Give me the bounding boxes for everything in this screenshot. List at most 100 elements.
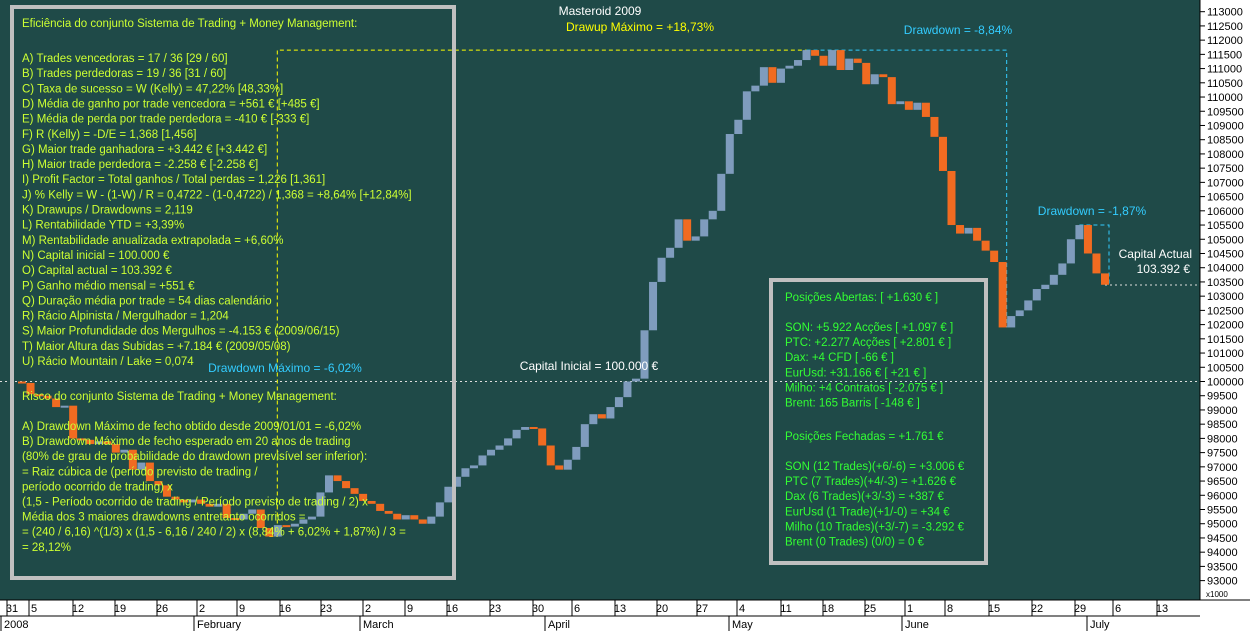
equity-candle	[563, 459, 572, 470]
y-tick-label: 102000	[1207, 320, 1244, 332]
risk-line: (1,5 - Período ocorrido de trading / Per…	[22, 497, 368, 509]
drawdown2-label: Drawdown = -1,87%	[1038, 204, 1147, 218]
y-tick-label: 97500	[1207, 448, 1238, 460]
efficiency-line: Q) Duração média por trade = 54 dias cal…	[22, 295, 272, 307]
equity-candle	[1092, 253, 1101, 274]
equity-candle	[990, 250, 999, 263]
efficiency-line: T) Maior Altura das Subidas = +7.184 € (…	[22, 341, 291, 353]
x-tick-label: 23	[320, 603, 332, 615]
equity-candle	[768, 67, 777, 83]
equity-candle	[572, 446, 581, 460]
equity-candle	[418, 519, 427, 524]
equity-candle	[299, 519, 308, 524]
equity-candle	[725, 134, 734, 174]
risk-line: = (240 / 6,16) ^(1/3) x (1,5 - 6,16 / 24…	[22, 527, 406, 539]
x-tick-label: 6	[574, 603, 580, 615]
equity-candle	[43, 395, 52, 399]
equity-candle	[819, 55, 828, 66]
y-tick-label: 104000	[1207, 263, 1244, 275]
efficiency-line: M) Rentabilidade anualizada extrapolada …	[22, 235, 284, 247]
y-tick-label: 113000	[1207, 7, 1243, 19]
equity-candle	[256, 509, 265, 528]
y-tick-label: 99000	[1207, 405, 1238, 417]
y-tick-label: 111500	[1207, 49, 1242, 61]
equity-candle	[938, 136, 947, 171]
y-scale-note: x1000	[1206, 590, 1228, 599]
efficiency-line: K) Drawups / Drawdowns = 2,119	[22, 205, 193, 217]
closed-position-line: Dax (6 Trades)(+3/-3) = +387 €	[785, 491, 944, 503]
y-tick-label: 94500	[1207, 533, 1238, 545]
y-tick-label: 101500	[1207, 334, 1244, 346]
equity-candle	[376, 503, 385, 511]
x-month-label: 2008	[4, 619, 28, 631]
x-month-label: March	[363, 619, 394, 631]
equity-candle	[128, 449, 137, 470]
x-month-label: April	[548, 619, 570, 631]
equity-candle	[776, 68, 785, 83]
open-positions-title: Posições Abertas: [ +1.630 € ]	[785, 292, 938, 304]
drawup-max-label: Drawup Máximo = +18,73%	[566, 20, 714, 34]
closed-position-line: Milho (10 Trades)(+3/-7) = -3.292 €	[785, 521, 965, 533]
equity-candle	[35, 394, 44, 397]
equity-candle	[171, 496, 180, 500]
x-tick-label: 31	[6, 603, 18, 615]
equity-candle	[265, 527, 274, 537]
equity-candle	[1075, 225, 1084, 240]
equity-candle	[401, 515, 410, 520]
equity-candle	[222, 503, 231, 519]
equity-candle	[691, 236, 700, 241]
equity-candle	[26, 382, 35, 395]
equity-candles	[18, 50, 1109, 537]
y-tick-label: 104500	[1207, 248, 1244, 260]
equity-candle	[845, 58, 854, 71]
y-tick-label: 106000	[1207, 206, 1244, 218]
equity-candle	[162, 485, 171, 497]
efficiency-panel-border	[10, 5, 456, 580]
equity-candle	[870, 74, 879, 85]
reference-lines	[0, 284, 1200, 382]
equity-candle	[103, 441, 112, 445]
x-month-label: February	[197, 619, 242, 631]
y-tick-label: 94000	[1207, 547, 1238, 559]
open-position-line: Brent: 165 Barris [ -148 € ]	[785, 398, 920, 410]
x-tick-label: 11	[780, 603, 791, 615]
equity-candle	[580, 424, 589, 447]
equity-candle	[742, 91, 751, 120]
y-tick-label: 100500	[1207, 362, 1244, 374]
y-tick-label: 109000	[1207, 120, 1244, 132]
equity-candle	[1015, 310, 1024, 317]
x-tick-label: 16	[279, 603, 291, 615]
y-tick-label: 110000	[1207, 92, 1243, 104]
equity-candle	[734, 119, 743, 135]
equity-candle	[913, 102, 922, 110]
efficiency-line: O) Capital actual = 103.392 €	[22, 265, 173, 277]
capital-actual-title: Capital Actual	[1119, 247, 1192, 261]
positions-panel-border	[769, 278, 988, 565]
y-tick-label: 93500	[1207, 561, 1238, 573]
risk-line: A) Drawdown Máximo de fecho obtido desde…	[22, 421, 361, 433]
y-axis-background	[1200, 0, 1250, 631]
y-tick-label: 102500	[1207, 305, 1244, 317]
efficiency-line: I) Profit Factor = Total ganhos / Total …	[22, 174, 325, 186]
equity-candle	[1007, 316, 1016, 328]
x-month-label: May	[732, 619, 753, 631]
equity-candle	[1066, 239, 1075, 264]
y-tick-label: 106500	[1207, 192, 1244, 204]
y-tick-label: 100000	[1207, 376, 1244, 388]
closed-position-line: SON (12 Trades)(+6/-6) = +3.006 €	[785, 461, 965, 473]
x-tick-label: 13	[1156, 603, 1168, 615]
closed-position-line: EurUsd (1 Trade)(+1/-0) = +34 €	[785, 506, 950, 518]
x-tick-label: 2	[365, 603, 371, 615]
equity-candle	[1041, 284, 1050, 290]
efficiency-line: A) Trades vencedoras = 17 / 36 [29 / 60]	[22, 53, 228, 65]
capital-actual-value: 103.392 €	[1137, 262, 1191, 276]
closed-position-line: Brent (0 Trades) (0/0) = 0 €	[785, 537, 925, 549]
y-tick-label: 96000	[1207, 490, 1238, 502]
equity-candle	[239, 513, 248, 520]
equity-candle	[606, 407, 615, 419]
equity-candle	[350, 488, 359, 494]
equity-candle	[1058, 263, 1067, 275]
equity-candle	[410, 515, 419, 520]
equity-candle	[887, 77, 896, 105]
